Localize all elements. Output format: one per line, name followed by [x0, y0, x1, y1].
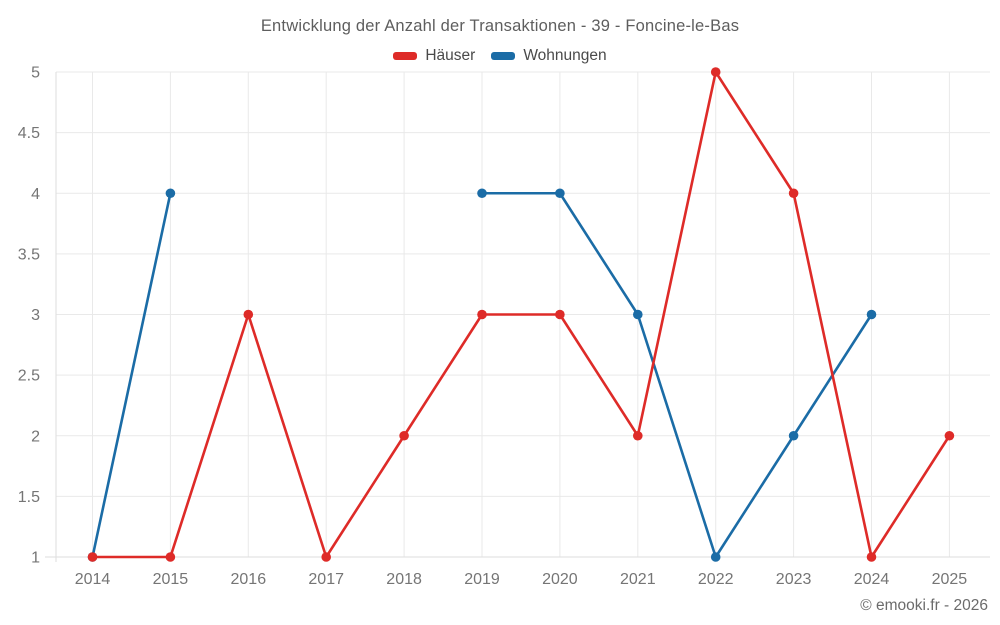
- legend-label-haeuser: Häuser: [425, 47, 476, 64]
- data-point[interactable]: [165, 552, 176, 562]
- data-point[interactable]: [165, 188, 176, 199]
- y-axis-tick-label: 1.5: [18, 489, 40, 506]
- data-point[interactable]: [555, 188, 565, 199]
- y-axis-tick-label: 2.5: [18, 368, 40, 385]
- chart-title: Entwicklung der Anzahl der Transaktionen…: [260, 17, 740, 35]
- data-point[interactable]: [477, 309, 487, 320]
- data-point[interactable]: [710, 552, 721, 562]
- data-point[interactable]: [788, 188, 799, 199]
- data-point[interactable]: [243, 309, 254, 320]
- data-point[interactable]: [321, 552, 332, 562]
- x-axis-tick-label: 2020: [542, 571, 578, 588]
- x-axis-tick-label: 2022: [698, 571, 734, 588]
- data-point[interactable]: [866, 552, 877, 562]
- x-axis-tick-label: 2016: [231, 571, 267, 588]
- y-axis-tick-label: 3.5: [18, 246, 40, 263]
- data-point[interactable]: [87, 552, 98, 562]
- data-point[interactable]: [866, 309, 877, 320]
- legend-item-wohnungen[interactable]: Wohnungen: [491, 47, 607, 65]
- x-axis-tick-label: 2017: [308, 571, 344, 588]
- y-axis-tick-label: 2: [31, 428, 40, 445]
- data-point[interactable]: [944, 430, 955, 441]
- data-point[interactable]: [633, 309, 643, 320]
- data-point[interactable]: [477, 188, 487, 199]
- copyright: © emooki.fr - 2026: [860, 597, 988, 614]
- wohnungen-series-marker-icon: [491, 52, 516, 60]
- data-point[interactable]: [788, 430, 799, 441]
- x-axis-tick-label: 2015: [153, 571, 189, 588]
- data-point[interactable]: [399, 430, 409, 441]
- legend-item-haeuser[interactable]: Häuser: [393, 47, 475, 65]
- y-axis-tick-label: 4.5: [18, 125, 40, 142]
- y-axis-tick-label: 5: [31, 65, 40, 82]
- data-point[interactable]: [555, 309, 565, 320]
- y-axis-tick-label: 3: [31, 307, 40, 324]
- legend-label-wohnungen: Wohnungen: [523, 47, 607, 64]
- x-axis-tick-label: 2021: [620, 571, 656, 588]
- haeuser-series-marker-icon: [393, 52, 418, 60]
- y-axis-tick-label: 1: [31, 550, 40, 567]
- x-axis-tick-label: 2023: [776, 571, 812, 588]
- data-point[interactable]: [710, 67, 721, 77]
- x-axis-tick-label: 2018: [386, 571, 422, 588]
- x-axis-tick-label: 2024: [854, 571, 890, 588]
- x-axis-tick-label: 2025: [932, 571, 968, 588]
- x-axis-tick-label: 2019: [464, 571, 500, 588]
- legend: Häuser Wohnungen: [0, 47, 1000, 65]
- y-axis-tick-label: 4: [31, 186, 40, 203]
- data-point[interactable]: [633, 430, 643, 441]
- x-axis-tick-label: 2014: [75, 571, 111, 588]
